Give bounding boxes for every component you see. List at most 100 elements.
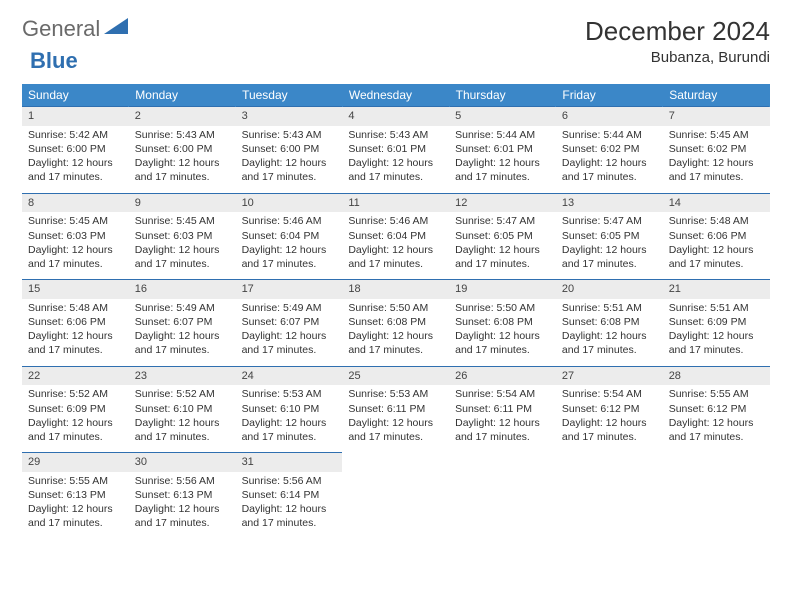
sunset-line: Sunset: 6:05 PM [562, 230, 640, 242]
sunset-line: Sunset: 6:08 PM [348, 316, 426, 328]
day-number: 19 [449, 280, 556, 299]
calendar-day-cell: 11Sunrise: 5:46 AMSunset: 6:04 PMDayligh… [342, 193, 449, 280]
sunset-line: Sunset: 6:03 PM [28, 230, 106, 242]
day-number: 17 [236, 280, 343, 299]
calendar-day-cell: 28 Sunrise: 5:55 AM Sunset: 6:12 PM Dayligh… [663, 366, 770, 453]
sunrise-line: Sunrise: 5:45 AM [28, 215, 108, 227]
daylight-line: Daylight: 12 hours and 17 minutes. [135, 503, 220, 529]
calendar-day-cell: 3Sunrise: 5:43 AMSunset: 6:00 PMDaylight… [236, 107, 343, 194]
day-number: 7 [663, 107, 770, 126]
calendar-day-cell [556, 453, 663, 539]
sunrise-line: Sunrise: 5:47 AM [455, 215, 535, 227]
calendar-day-cell: 9Sunrise: 5:45 AMSunset: 6:03 PMDaylight… [129, 193, 236, 280]
day-body: Sunrise: 5:48 AMSunset: 6:06 PMDaylight:… [22, 299, 129, 366]
sunrise-line: Sunrise: 5:50 AM [348, 302, 428, 314]
day-number: 21 [663, 280, 770, 299]
calendar-day-cell: 2Sunrise: 5:43 AMSunset: 6:00 PMDaylight… [129, 107, 236, 194]
sunset-line: Sunset: 6:13 PM [135, 489, 213, 501]
day-number: 5 [449, 107, 556, 126]
sunrise-line: Sunrise: 5:43 AM [348, 129, 428, 141]
sunset-line: Sunset: 6:12 PM [669, 403, 747, 415]
day-body: Sunrise: 5:49 AMSunset: 6:07 PMDaylight:… [129, 299, 236, 366]
sunrise-line: Sunrise: 5:43 AM [242, 129, 322, 141]
daylight-line: Daylight: 12 hours and 17 minutes. [242, 330, 327, 356]
day-number: 31 [236, 453, 343, 472]
daylight-line: Daylight: 12 hours and 17 minutes. [28, 244, 113, 270]
day-body: Sunrise: 5:47 AM Sunset: 6:05 PM Daylight:… [449, 212, 556, 279]
day-number: 18 [342, 280, 449, 299]
logo-triangle-icon [104, 14, 128, 40]
daylight-line: Daylight: 12 hours and 17 minutes. [242, 244, 327, 270]
sunrise-line: Sunrise: 5:53 AM [242, 388, 322, 400]
sunrise-line: Sunrise: 5:55 AM [669, 388, 749, 400]
sunset-line: Sunset: 6:01 PM [455, 143, 533, 155]
calendar-day-cell: 21Sunrise: 5:51 AMSunset: 6:09 PMDayligh… [663, 280, 770, 367]
sunset-line: Sunset: 6:04 PM [348, 230, 426, 242]
sunset-line: Sunset: 6:00 PM [135, 143, 213, 155]
sunset-line: Sunset: 6:13 PM [28, 489, 106, 501]
daylight-line: Daylight: 12 hours and 17 minutes. [669, 417, 754, 443]
day-body: Sunrise: 5:45 AM Sunset: 6:03 PM Daylight:… [22, 212, 129, 279]
sunrise-line: Sunrise: 5:42 AM [28, 129, 108, 141]
calendar-day-cell: 13Sunrise: 5:47 AMSunset: 6:05 PMDayligh… [556, 193, 663, 280]
sunset-line: Sunset: 6:05 PM [455, 230, 533, 242]
day-body: Sunrise: 5:51 AMSunset: 6:08 PMDaylight:… [556, 299, 663, 366]
day-number: 10 [236, 194, 343, 213]
day-number: 13 [556, 194, 663, 213]
sunrise-line: Sunrise: 5:48 AM [28, 302, 108, 314]
calendar-week-row: 29Sunrise: 5:55 AMSunset: 6:13 PMDayligh… [22, 453, 770, 539]
calendar-day-cell: 31Sunrise: 5:56 AMSunset: 6:14 PMDayligh… [236, 453, 343, 539]
day-body: Sunrise: 5:43 AMSunset: 6:00 PMDaylight:… [129, 126, 236, 193]
sunrise-line: Sunrise: 5:55 AM [28, 475, 108, 487]
sunset-line: Sunset: 6:11 PM [348, 403, 425, 415]
daylight-line: Daylight: 12 hours and 17 minutes. [669, 244, 754, 270]
calendar-day-cell: 1Sunrise: 5:42 AMSunset: 6:00 PMDaylight… [22, 107, 129, 194]
daylight-line: Daylight: 12 hours and 17 minutes. [242, 503, 327, 529]
calendar-day-cell: 26Sunrise: 5:54 AMSunset: 6:11 PMDayligh… [449, 366, 556, 453]
daylight-line: Daylight: 12 hours and 17 minutes. [455, 157, 540, 183]
day-body: Sunrise: 5:43 AMSunset: 6:01 PMDaylight:… [342, 126, 449, 193]
day-body: Sunrise: 5:56 AMSunset: 6:14 PMDaylight:… [236, 472, 343, 539]
daylight-line: Daylight: 12 hours and 17 minutes. [135, 417, 220, 443]
daylight-line: Daylight: 12 hours and 17 minutes. [562, 330, 647, 356]
day-number: 25 [342, 367, 449, 386]
sunrise-line: Sunrise: 5:43 AM [135, 129, 215, 141]
day-body: Sunrise: 5:55 AM Sunset: 6:12 PM Daylight:… [663, 385, 770, 452]
weekday-header: Friday [556, 84, 663, 107]
day-number: 27 [556, 367, 663, 386]
daylight-line: Daylight: 12 hours and 17 minutes. [455, 244, 540, 270]
sunrise-line: Sunrise: 5:56 AM [135, 475, 215, 487]
calendar-day-cell: 29Sunrise: 5:55 AMSunset: 6:13 PMDayligh… [22, 453, 129, 539]
weekday-header: Sunday [22, 84, 129, 107]
calendar-week-row: 22Sunrise: 5:52 AMSunset: 6:09 PMDayligh… [22, 366, 770, 453]
daylight-line: Daylight: 12 hours and 17 minutes. [28, 157, 113, 183]
day-number: 28 [663, 367, 770, 386]
sunset-line: Sunset: 6:09 PM [669, 316, 747, 328]
day-number: 20 [556, 280, 663, 299]
daylight-line: Daylight: 12 hours and 17 minutes. [348, 417, 433, 443]
logo-text-blue: Blue [30, 48, 78, 73]
calendar-day-cell: 14Sunrise: 5:48 AMSunset: 6:06 PMDayligh… [663, 193, 770, 280]
day-body: Sunrise: 5:53 AMSunset: 6:10 PMDaylight:… [236, 385, 343, 452]
sunrise-line: Sunrise: 5:51 AM [669, 302, 749, 314]
sunrise-line: Sunrise: 5:50 AM [455, 302, 535, 314]
calendar-week-row: 1Sunrise: 5:42 AMSunset: 6:00 PMDaylight… [22, 107, 770, 194]
day-number: 6 [556, 107, 663, 126]
calendar-day-cell: 18Sunrise: 5:50 AMSunset: 6:08 PMDayligh… [342, 280, 449, 367]
sunrise-line: Sunrise: 5:52 AM [135, 388, 215, 400]
day-number: 14 [663, 194, 770, 213]
daylight-line: Daylight: 12 hours and 17 minutes. [28, 417, 113, 443]
sunset-line: Sunset: 6:06 PM [28, 316, 106, 328]
sunrise-line: Sunrise: 5:54 AM [455, 388, 535, 400]
day-number: 2 [129, 107, 236, 126]
day-number: 8 [22, 194, 129, 213]
sunset-line: Sunset: 6:02 PM [669, 143, 747, 155]
day-number: 4 [342, 107, 449, 126]
sunset-line: Sunset: 6:09 PM [28, 403, 106, 415]
sunset-line: Sunset: 6:14 PM [242, 489, 320, 501]
day-body: Sunrise: 5:48 AMSunset: 6:06 PMDaylight:… [663, 212, 770, 279]
calendar-week-row: 8 Sunrise: 5:45 AM Sunset: 6:03 PM Daylight… [22, 193, 770, 280]
sunset-line: Sunset: 6:02 PM [562, 143, 640, 155]
sunrise-line: Sunrise: 5:47 AM [562, 215, 642, 227]
sunrise-line: Sunrise: 5:52 AM [28, 388, 108, 400]
